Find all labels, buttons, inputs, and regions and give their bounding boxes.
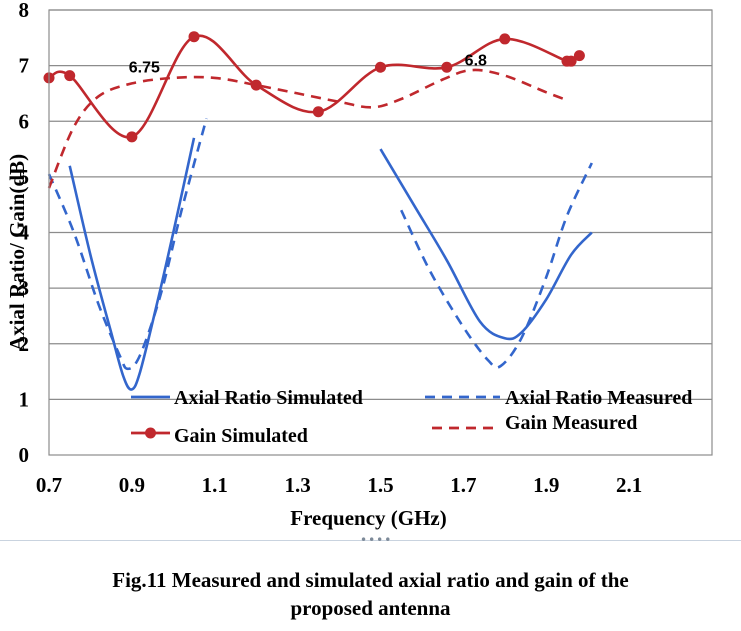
series-layer [43, 31, 593, 391]
x-tick-label: 1.1 [202, 473, 228, 497]
data-point-gain-simulated [64, 70, 76, 82]
y-tick-label: 3 [19, 276, 30, 300]
annotations: 6.75 6.8 [129, 53, 487, 77]
x-tick-label: 1.9 [533, 473, 559, 497]
x-tick-label: 1.5 [367, 473, 393, 497]
data-point-gain-simulated [375, 61, 386, 73]
y-tick-label: 1 [19, 387, 30, 411]
legend-label-gain-measured: Gain Measured [505, 412, 637, 434]
legend-label-axial-ratio-measured: Axial Ratio Measured [505, 387, 692, 409]
data-point-gain-simulated [126, 131, 138, 143]
figure-caption: Fig.11 Measured and simulated axial rati… [0, 566, 741, 622]
caption-line-1: Fig.11 Measured and simulated axial rati… [112, 568, 629, 592]
series-line-axial-ratio-measured [47, 118, 208, 371]
x-axis-title: Frequency (GHz) [290, 506, 447, 530]
y-axis-title: Axial Ratio/ Gain(dB) [5, 154, 29, 351]
legend-label-gain-simulated: Gain Simulated [174, 425, 308, 447]
chart: 0 1 2 3 4 5 6 7 8 0.7 0.9 1.1 1.3 1.5 1.7 1.9 2.1 Frequen… [5, 0, 713, 530]
data-point-gain-simulated [188, 31, 200, 43]
annotation-label: 6.75 [129, 59, 160, 76]
y-tick-label: 6 [19, 109, 30, 133]
data-point-gain-simulated [499, 33, 511, 45]
x-tick-label: 0.7 [36, 473, 62, 497]
y-tick-label: 8 [19, 0, 30, 22]
data-point-gain-simulated [441, 61, 453, 73]
x-tick-label: 2.1 [616, 473, 642, 497]
caption-line-2: proposed antenna [290, 596, 451, 620]
legend-label-axial-ratio-simulated: Axial Ratio Simulated [174, 387, 363, 409]
divider-line [0, 540, 741, 541]
series-line-axial-ratio-simulated [68, 137, 196, 391]
series-line-axial-ratio-simulated [379, 148, 593, 341]
divider-dots: •••• [360, 533, 393, 547]
y-tick-label: 0 [19, 443, 30, 467]
axes: 0 1 2 3 4 5 6 7 8 0.7 0.9 1.1 1.3 1.5 1.7 1.9 2.1 Frequen… [5, 0, 713, 530]
plot-frame [48, 9, 713, 456]
series-line-gain-simulated [48, 34, 581, 139]
data-point-gain-simulated [573, 50, 585, 62]
data-point-gain-simulated [250, 79, 262, 91]
series-line-axial-ratio-measured [400, 162, 593, 369]
data-point-gain-simulated [565, 55, 577, 67]
x-tick-label: 0.9 [119, 473, 145, 497]
x-tick-label: 1.3 [285, 473, 311, 497]
y-tick-label: 7 [19, 54, 30, 78]
y-tick-label: 5 [19, 165, 30, 189]
series-line-gain-measured [47, 68, 568, 189]
legend: Axial Ratio Simulated Axial Ratio Measure… [131, 387, 692, 447]
annotation-label: 6.8 [465, 53, 487, 70]
y-tick-label: 2 [19, 332, 30, 356]
y-tick-label: 4 [19, 221, 30, 245]
legend-marker-gain-simulated [145, 427, 156, 439]
data-point-gain-simulated [312, 106, 324, 118]
x-tick-label: 1.7 [450, 473, 476, 497]
